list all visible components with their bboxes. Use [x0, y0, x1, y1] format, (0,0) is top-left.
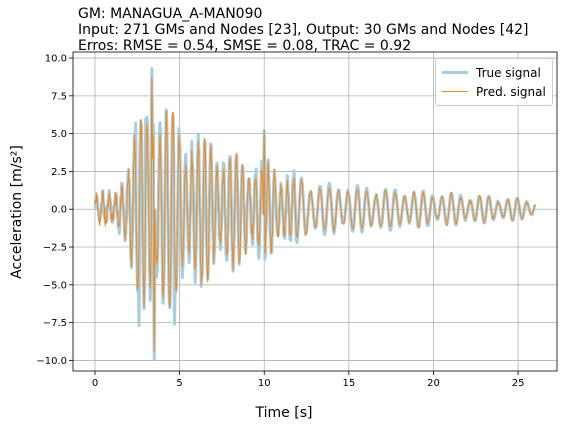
x-tick-label: 10: [258, 378, 271, 389]
series-line-pred: [94, 77, 536, 352]
y-tick-label: 10.0: [45, 54, 67, 65]
y-tick-label: −2.5: [43, 243, 67, 254]
legend: True signal Pred. signal: [435, 58, 553, 106]
x-tick-label: 20: [427, 378, 440, 389]
y-tick-label: −5.0: [43, 280, 67, 291]
y-tick-label: 7.5: [51, 91, 67, 102]
chart-title-line-3: Erros: RMSE = 0.54, SMSE = 0.08, TRAC = …: [78, 38, 412, 54]
x-tick-label: 15: [342, 378, 355, 389]
chart-title-line-1: GM: MANAGUA_A-MAN090: [78, 6, 263, 22]
legend-swatch-pred: [442, 91, 468, 92]
legend-label-pred: Pred. signal: [476, 84, 546, 99]
legend-item-pred: Pred. signal: [442, 82, 546, 101]
x-tick-label: 0: [92, 378, 98, 389]
x-tick-label: 5: [176, 378, 182, 389]
y-tick-label: 0.0: [51, 205, 67, 216]
y-tick-label: 2.5: [51, 167, 67, 178]
y-tick-label: 5.0: [51, 129, 67, 140]
chart-title-line-2: Input: 271 GMs and Nodes [23], Output: 3…: [78, 22, 529, 38]
legend-label-true: True signal: [476, 65, 541, 80]
plot-frame: [72, 51, 558, 372]
y-tick-label: −7.5: [43, 318, 67, 329]
series-group: [93, 67, 537, 361]
legend-swatch-true: [442, 71, 468, 74]
y-tick-label: −10.0: [36, 356, 67, 367]
x-axis-label: Time [s]: [255, 405, 313, 421]
legend-item-true: True signal: [442, 63, 546, 82]
axis-ticks: 0 5 10 15 20 25 10.0 7.5 5.0 2.5 0.0 −2.5 −5.0 −7.5 −1…: [36, 54, 524, 389]
y-axis-label: Acceleration [m/s²]: [9, 145, 25, 279]
series-line-true: [93, 67, 537, 361]
x-tick-label: 25: [512, 378, 525, 389]
